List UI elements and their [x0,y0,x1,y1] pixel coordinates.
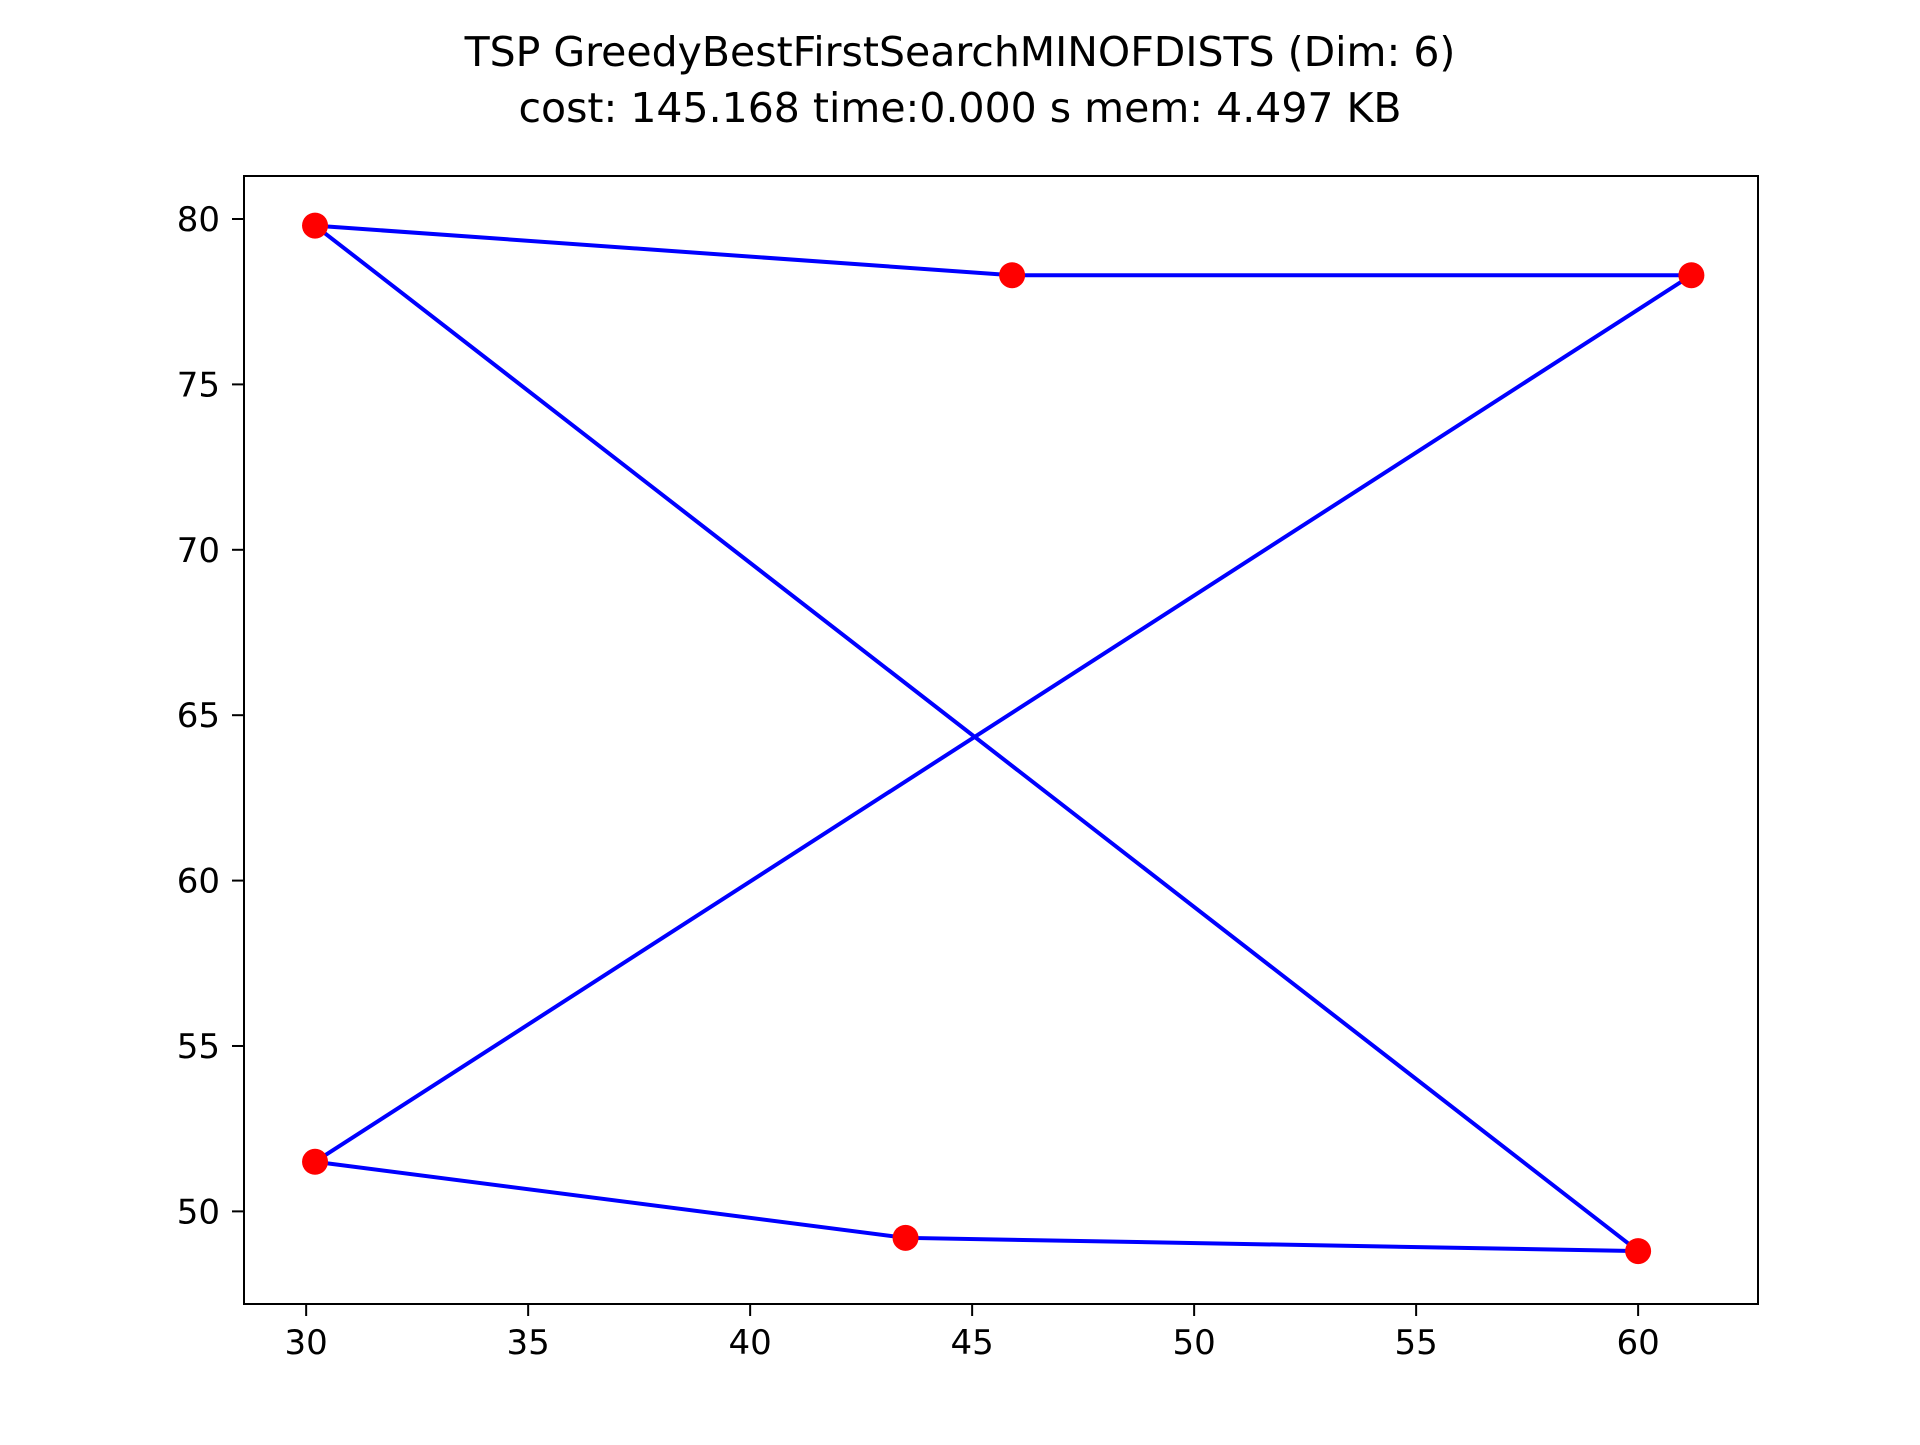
route-segment [312,1159,908,1241]
route-segment [903,1235,1641,1254]
y-tick-label: 80 [177,200,220,240]
route-segment [312,222,1641,1254]
city-point [892,1224,919,1251]
x-tick-label: 30 [285,1323,328,1363]
y-tick-label: 70 [177,531,220,571]
x-tick-label: 35 [507,1323,550,1363]
city-point [1678,262,1705,289]
y-tick-label: 60 [177,862,220,902]
y-tick-label: 50 [177,1192,220,1232]
x-tick-label: 60 [1616,1323,1659,1363]
x-tick-label: 55 [1394,1323,1437,1363]
city-point [302,1148,329,1175]
x-tick-label: 45 [951,1323,994,1363]
y-tick-label: 55 [177,1027,220,1067]
y-tick-label: 75 [177,365,220,405]
city-point [999,262,1026,289]
chart-title-line-1: TSP GreedyBestFirstSearchMINOFDISTS (Dim… [464,28,1456,76]
x-tick-label: 50 [1173,1323,1216,1363]
route-segment [312,223,1015,278]
route-segment [312,272,1695,1165]
x-tick-label: 40 [729,1323,772,1363]
axes-frame [243,175,1759,1305]
city-point [302,212,329,239]
y-tick-label: 65 [177,696,220,736]
city-point [1625,1238,1652,1265]
chart-title-line-2: cost: 145.168 time:0.000 s mem: 4.497 KB [518,84,1401,132]
plot-area: 30 35 40 45 50 55 60 50 55 60 65 70 75 80 [177,175,1759,1363]
